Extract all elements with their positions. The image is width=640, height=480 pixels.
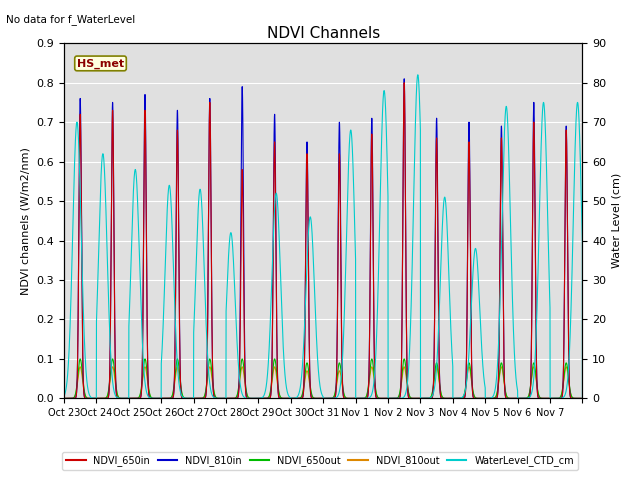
Y-axis label: NDVI channels (W/m2/nm): NDVI channels (W/m2/nm) — [21, 147, 31, 295]
Title: NDVI Channels: NDVI Channels — [267, 25, 380, 41]
Text: HS_met: HS_met — [77, 58, 124, 69]
Legend: NDVI_650in, NDVI_810in, NDVI_650out, NDVI_810out, WaterLevel_CTD_cm: NDVI_650in, NDVI_810in, NDVI_650out, NDV… — [62, 452, 578, 470]
Text: No data for f_WaterLevel: No data for f_WaterLevel — [6, 14, 136, 25]
Y-axis label: Water Level (cm): Water Level (cm) — [612, 173, 622, 268]
